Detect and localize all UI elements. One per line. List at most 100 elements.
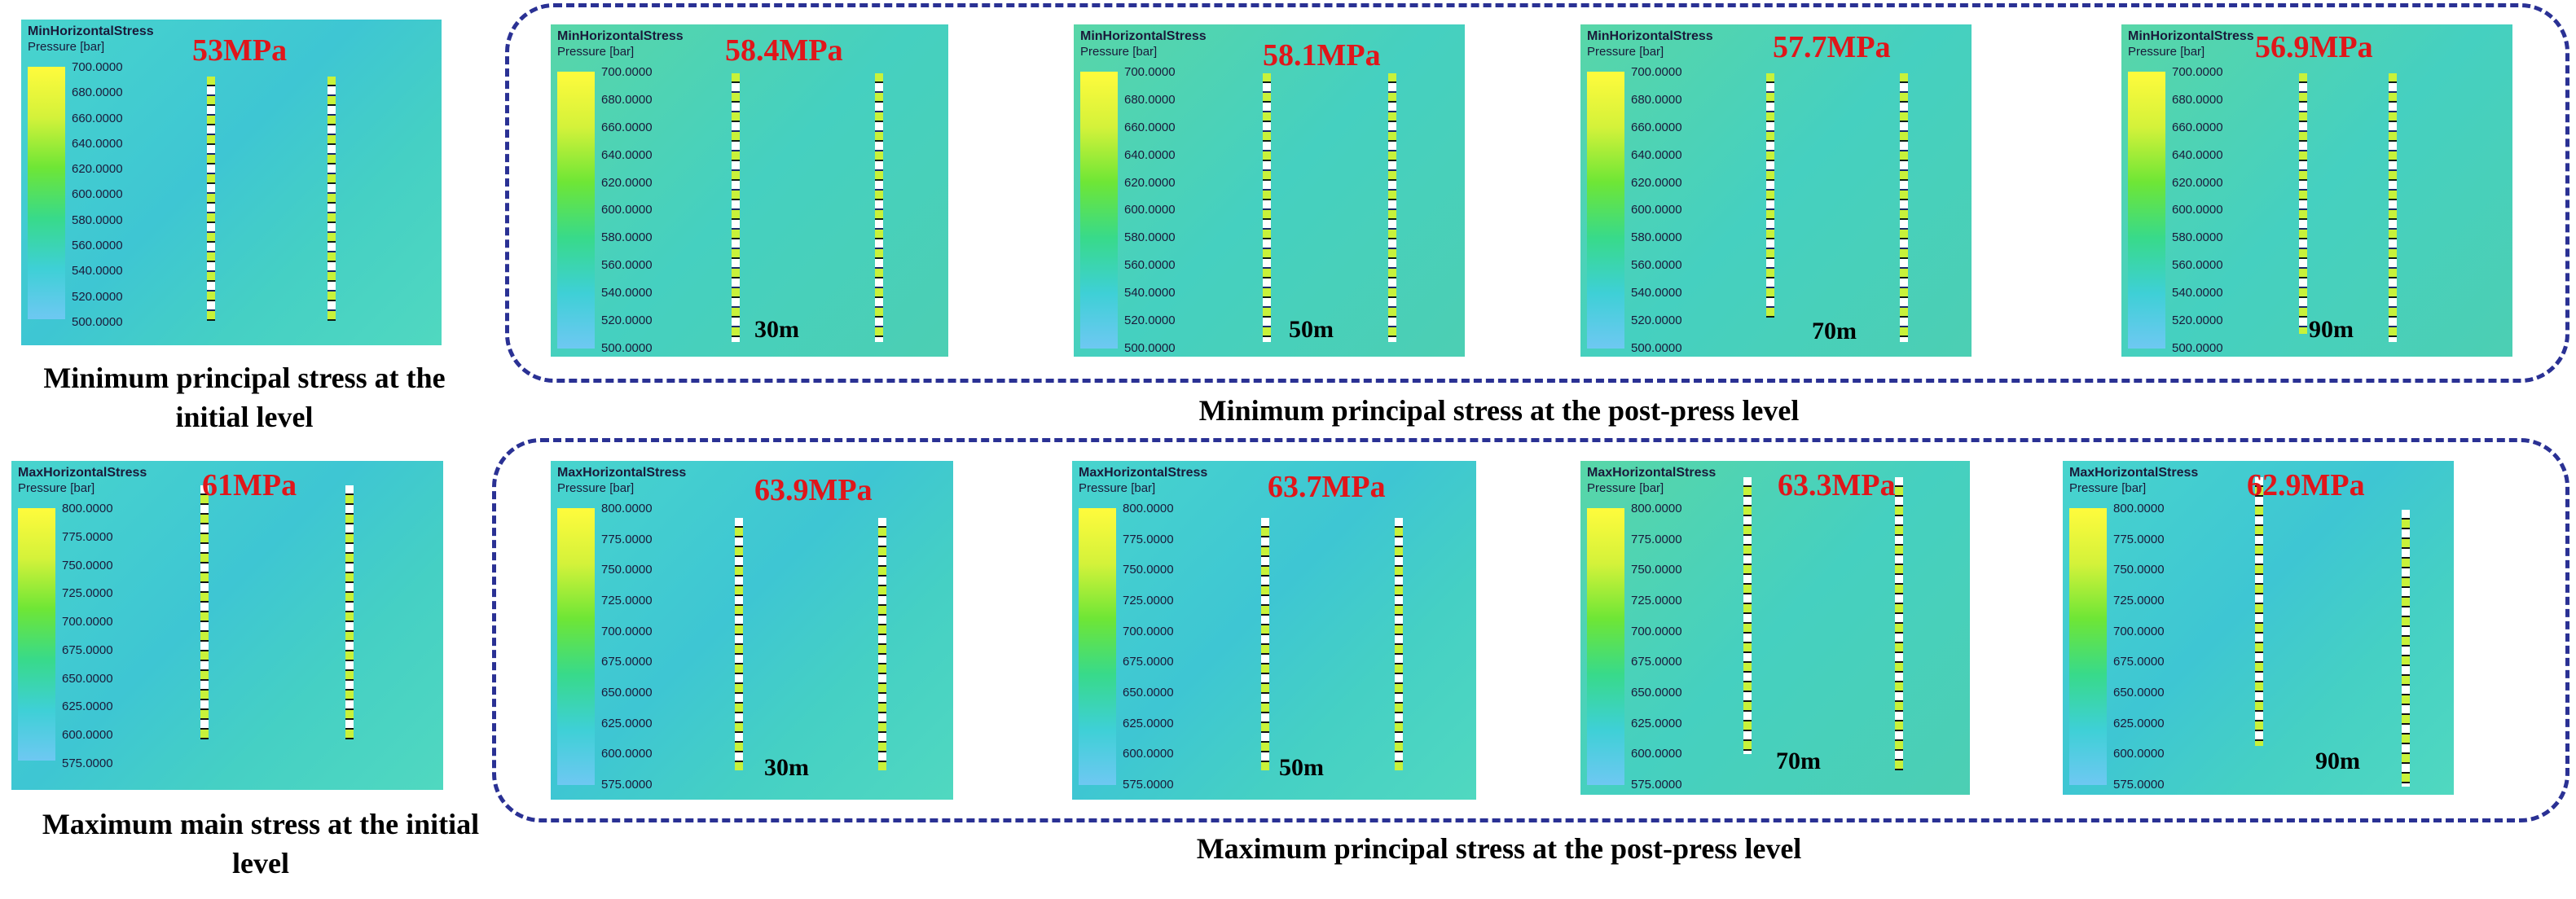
wellbore-left <box>732 73 740 342</box>
post-max-panel-50m: MaxHorizontalStress Pressure [bar] 800.0… <box>1072 461 1476 800</box>
wellbore-left <box>735 518 743 770</box>
stress-value: 58.1MPa <box>1263 38 1381 72</box>
wellbore-right <box>345 485 354 739</box>
panel-unit: Pressure [bar] <box>2128 45 2205 59</box>
wellbore-right <box>878 518 886 770</box>
color-scale-ticks: 800.0000 775.0000 750.0000 725.0000 700.… <box>62 502 113 770</box>
tick: 725.0000 <box>2113 593 2165 607</box>
tick: 580.0000 <box>1124 230 1176 245</box>
wellbore-left <box>2299 73 2307 334</box>
post-max-panel-90m: MaxHorizontalStress Pressure [bar] 800.0… <box>2063 461 2454 795</box>
tick: 725.0000 <box>601 593 653 607</box>
distance-label: 70m <box>1776 748 1821 774</box>
tick: 700.0000 <box>72 60 123 74</box>
tick: 600.0000 <box>601 747 653 761</box>
panel-unit: Pressure [bar] <box>2069 481 2147 495</box>
tick: 700.0000 <box>1123 624 1174 638</box>
panel-unit: Pressure [bar] <box>1079 481 1156 495</box>
distance-label: 50m <box>1279 754 1324 781</box>
tick: 650.0000 <box>2113 685 2165 699</box>
tick: 700.0000 <box>1631 624 1682 638</box>
tick: 660.0000 <box>72 111 123 125</box>
tick: 520.0000 <box>72 289 123 304</box>
panel-title: MaxHorizontalStress <box>2069 466 2199 480</box>
tick: 750.0000 <box>2113 563 2165 577</box>
tick: 725.0000 <box>1631 593 1682 607</box>
wellbore-right <box>2389 73 2397 342</box>
wellbore-right <box>1395 518 1403 770</box>
tick: 660.0000 <box>2172 120 2223 134</box>
stress-value: 61MPa <box>202 468 297 502</box>
stress-value: 63.3MPa <box>1778 468 1896 502</box>
tick: 520.0000 <box>601 314 653 328</box>
tick: 800.0000 <box>2113 502 2165 515</box>
panel-title: MinHorizontalStress <box>28 24 154 38</box>
color-scale-ticks: 800.0000 775.0000 750.0000 725.0000 700.… <box>1631 502 1682 792</box>
post-min-panel-30m: MinHorizontalStress Pressure [bar] 700.0… <box>551 24 948 357</box>
tick: 580.0000 <box>72 213 123 227</box>
initial-max-caption: Maximum main stress at the initial level <box>42 808 480 879</box>
color-scale-bar <box>18 508 55 761</box>
initial-min-stress-panel: MinHorizontalStress Pressure [bar] 700.0… <box>21 20 442 345</box>
wellbore-right <box>1388 73 1396 342</box>
stress-value: 53MPa <box>192 33 288 68</box>
color-scale-ticks: 700.0000 680.0000 660.0000 640.0000 620.… <box>2172 65 2223 355</box>
tick: 575.0000 <box>1123 777 1174 792</box>
tick: 680.0000 <box>601 92 653 107</box>
tick: 600.0000 <box>1123 747 1174 761</box>
color-scale-ticks: 700.0000 680.0000 660.0000 640.0000 620.… <box>1124 65 1176 355</box>
tick: 560.0000 <box>2172 258 2223 273</box>
tick: 600.0000 <box>72 187 123 202</box>
tick: 540.0000 <box>72 264 123 278</box>
tick: 700.0000 <box>2113 624 2165 638</box>
wellbore-right <box>327 77 336 321</box>
panel-unit: Pressure [bar] <box>18 481 95 495</box>
wellbore-right <box>1895 477 1903 770</box>
wellbore-left <box>1743 477 1752 754</box>
tick: 660.0000 <box>1631 120 1682 134</box>
tick: 750.0000 <box>62 558 113 572</box>
initial-max-stress-panel: MaxHorizontalStress Pressure [bar] 800.0… <box>11 461 443 790</box>
wellbore-left <box>1261 518 1269 770</box>
tick: 700.0000 <box>601 624 653 638</box>
tick: 575.0000 <box>2113 777 2165 792</box>
panel-unit: Pressure [bar] <box>28 40 105 54</box>
tick: 680.0000 <box>1124 92 1176 107</box>
wellbore-left <box>1766 73 1774 318</box>
tick: 800.0000 <box>1123 502 1174 515</box>
color-scale-bar <box>1079 508 1116 785</box>
color-scale-bar <box>2128 72 2165 349</box>
color-scale-ticks: 800.0000 775.0000 750.0000 725.0000 700.… <box>1123 502 1174 792</box>
tick: 640.0000 <box>601 147 653 162</box>
tick: 800.0000 <box>601 502 653 515</box>
tick: 700.0000 <box>1124 65 1176 79</box>
tick: 675.0000 <box>2113 655 2165 669</box>
distance-label: 90m <box>2309 316 2354 343</box>
tick: 625.0000 <box>1631 716 1682 730</box>
post-min-panel-90m: MinHorizontalStress Pressure [bar] 700.0… <box>2121 24 2512 357</box>
tick: 650.0000 <box>1631 685 1682 699</box>
panel-title: MinHorizontalStress <box>2128 29 2254 43</box>
tick: 725.0000 <box>1123 593 1174 607</box>
panel-title: MaxHorizontalStress <box>1587 466 1717 480</box>
post-min-panel-70m: MinHorizontalStress Pressure [bar] 700.0… <box>1580 24 1972 357</box>
tick: 680.0000 <box>1631 92 1682 107</box>
tick: 700.0000 <box>601 65 653 79</box>
tick: 700.0000 <box>1631 65 1682 79</box>
tick: 800.0000 <box>1631 502 1682 515</box>
stress-value: 62.9MPa <box>2247 468 2365 502</box>
tick: 540.0000 <box>601 286 653 300</box>
tick: 520.0000 <box>2172 314 2223 328</box>
panel-unit: Pressure [bar] <box>557 45 635 59</box>
color-scale-ticks: 700.0000 680.0000 660.0000 640.0000 620.… <box>601 65 653 355</box>
color-scale-bar <box>2069 508 2107 785</box>
tick: 620.0000 <box>2172 175 2223 190</box>
tick: 625.0000 <box>2113 716 2165 730</box>
wellbore-right <box>2402 510 2410 787</box>
tick: 540.0000 <box>1124 286 1176 300</box>
tick: 540.0000 <box>1631 286 1682 300</box>
color-scale-ticks: 700.0000 680.0000 660.0000 640.0000 620.… <box>1631 65 1682 355</box>
post-max-caption: Maximum principal stress at the post-pre… <box>1196 832 1802 865</box>
color-scale-bar <box>1080 72 1118 349</box>
tick: 750.0000 <box>601 563 653 577</box>
